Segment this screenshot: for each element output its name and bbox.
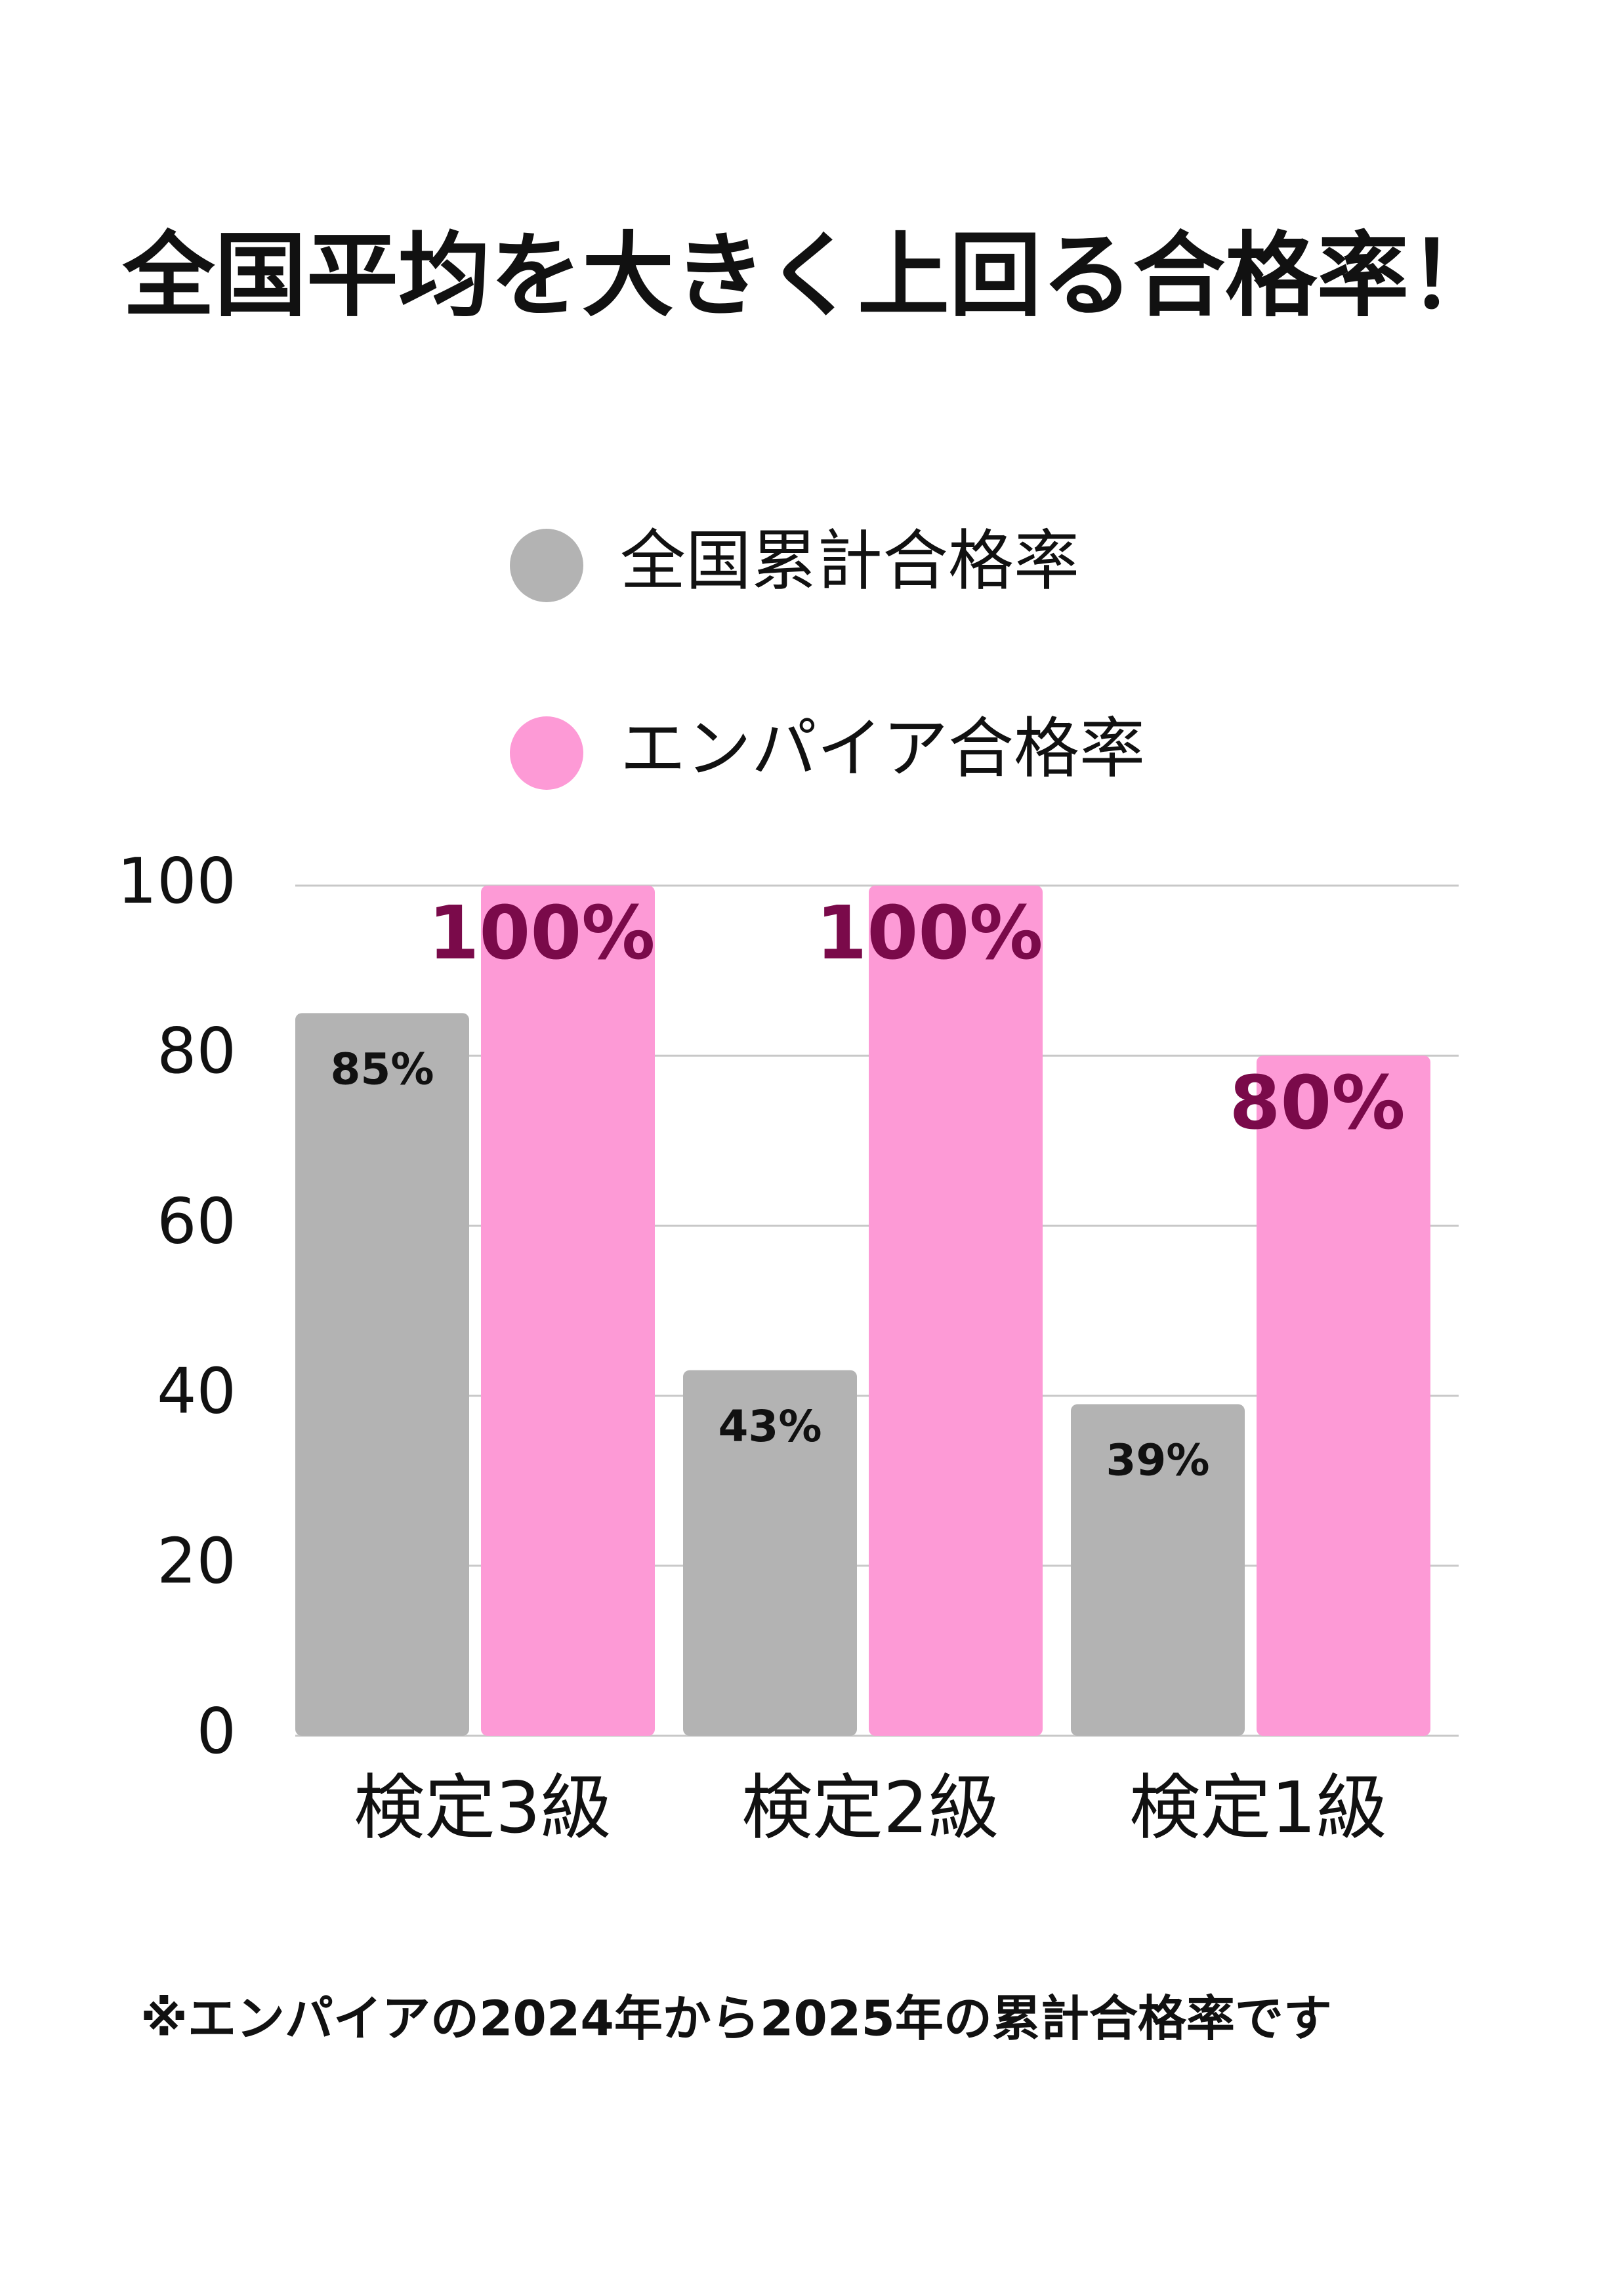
y-tick-label: 0 xyxy=(197,1696,236,1768)
legend-swatch xyxy=(510,529,583,602)
bar xyxy=(295,1013,469,1736)
footnote: ※エンパイアの2024年から2025年の累計合格率です xyxy=(140,1991,1332,2047)
y-tick-label: 80 xyxy=(157,1015,236,1088)
y-tick-label: 20 xyxy=(157,1526,236,1598)
value-label: 39% xyxy=(1106,1435,1210,1486)
bar xyxy=(1257,1056,1430,1736)
y-tick-label: 40 xyxy=(157,1355,236,1427)
legend-label: エンパイア合格率 xyxy=(620,710,1145,787)
y-tick-label: 60 xyxy=(157,1185,236,1258)
x-tick-label: 検定2級 xyxy=(741,1767,999,1849)
value-label: 100% xyxy=(428,891,655,976)
bar xyxy=(481,886,655,1736)
x-tick-label: 検定1級 xyxy=(1129,1767,1387,1849)
legend-swatch xyxy=(510,716,583,790)
value-label: 43% xyxy=(718,1401,822,1452)
bar xyxy=(869,886,1043,1736)
value-label: 85% xyxy=(331,1044,434,1094)
bar xyxy=(683,1370,857,1736)
y-tick-label: 100 xyxy=(117,846,236,918)
bar xyxy=(1071,1404,1245,1736)
value-label: 100% xyxy=(816,891,1043,976)
chart-title: 全国平均を大きく上回る合格率！ xyxy=(122,223,1501,330)
value-label: 80% xyxy=(1229,1061,1405,1146)
x-tick-label: 検定3級 xyxy=(354,1767,612,1849)
legend-label: 全国累計合格率 xyxy=(620,522,1079,599)
